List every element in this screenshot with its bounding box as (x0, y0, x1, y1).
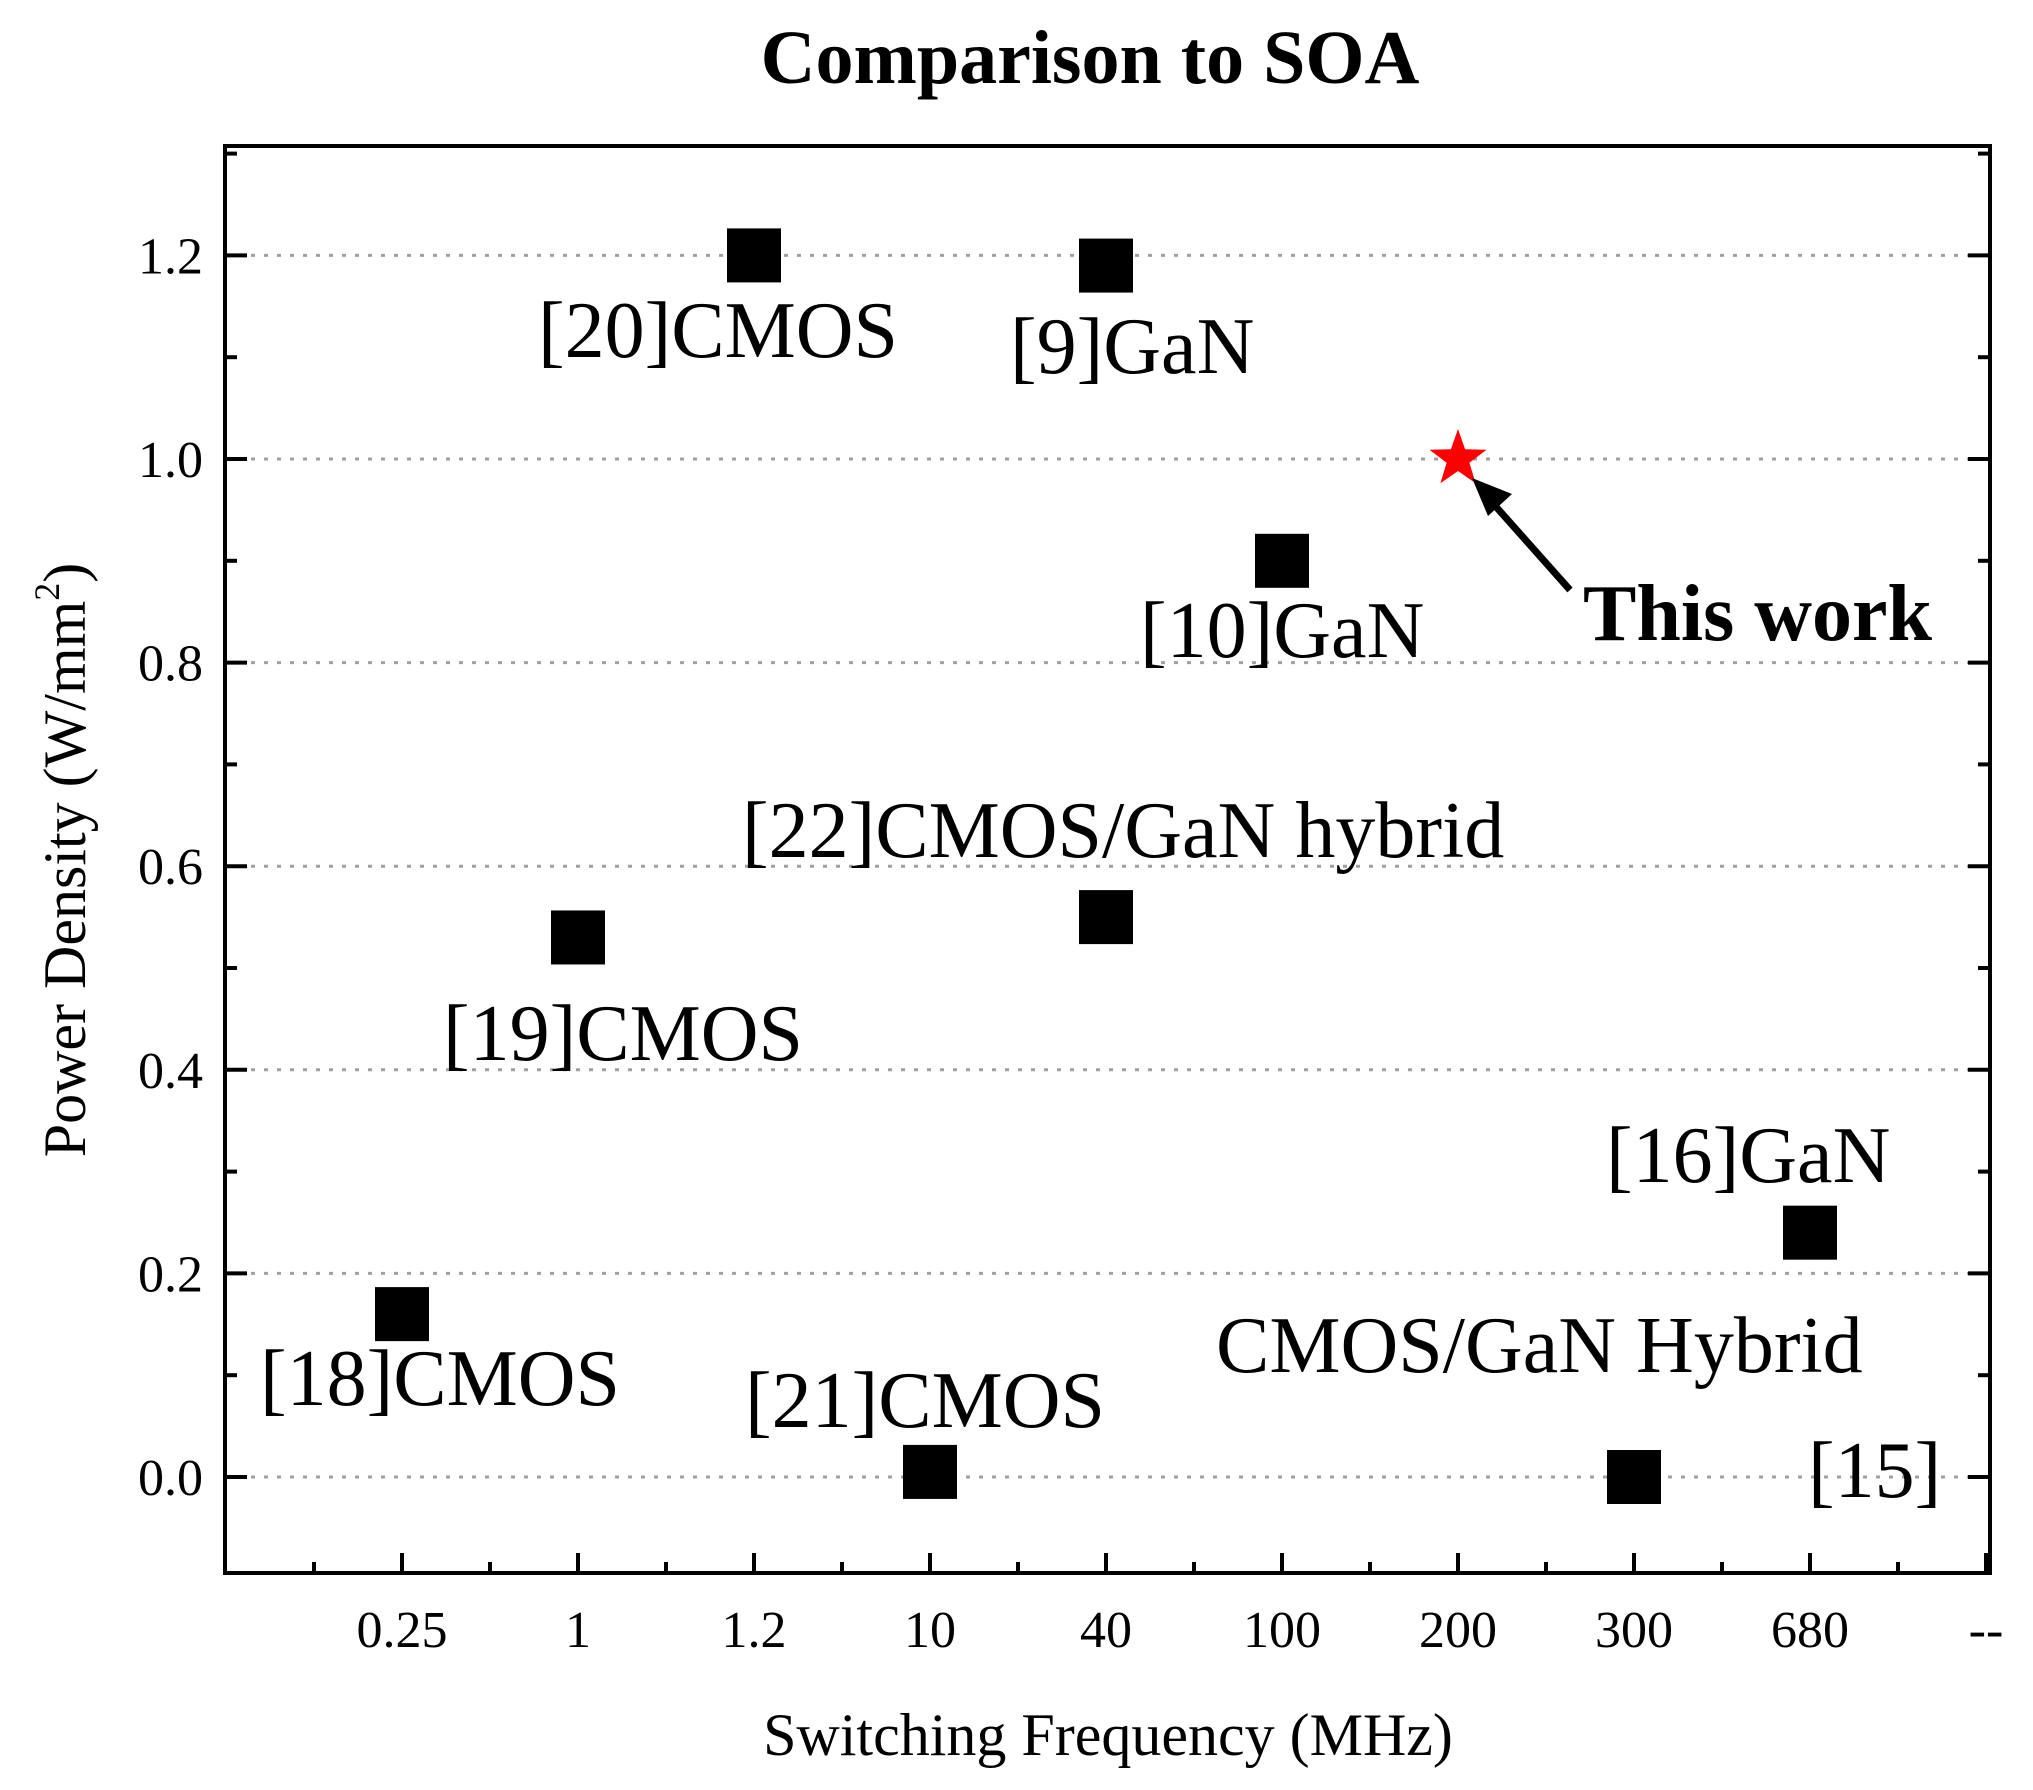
marker-square (375, 1287, 429, 1342)
marker-square (1255, 533, 1309, 588)
y-tick-label: 0.2 (138, 1246, 203, 1303)
marker-square (727, 228, 781, 283)
y-tick-label: 0.4 (138, 1043, 203, 1100)
y-axis-label: Power Density (W/mm2) (27, 563, 98, 1158)
chart-title: Comparison to SOA (761, 16, 1420, 100)
label-this-work: This work (1583, 570, 1932, 658)
marker-square (551, 910, 605, 965)
this-work-arrow-head (1472, 478, 1512, 516)
y-axis-label-group: Power Density (W/mm2) (27, 563, 98, 1158)
label-ref20: [20]CMOS (538, 287, 898, 375)
x-tick-label: 1 (565, 1602, 591, 1659)
label-ref22: [22]CMOS/GaN hybrid (742, 787, 1504, 875)
marker-star (1429, 429, 1487, 484)
y-axis-label-sup: 2 (27, 583, 67, 601)
x-tick-label: 200 (1419, 1602, 1497, 1659)
y-tick-label: 1.0 (138, 432, 203, 489)
x-tick-label: 1.2 (722, 1602, 787, 1659)
x-axis-label: Switching Frequency (MHz) (763, 1702, 1453, 1768)
label-ref9: [9]GaN (1010, 303, 1254, 391)
label-ref19: [19]CMOS (443, 990, 803, 1078)
x-tick-label: 680 (1771, 1602, 1849, 1659)
x-tick-labels: 0.25 1 1.2 10 40 100 200 300 680 -- (357, 1602, 2004, 1659)
marker-square (903, 1444, 957, 1499)
x-tick-label: 100 (1243, 1602, 1321, 1659)
y-tick-label: 0.6 (138, 839, 203, 896)
label-ref21: [21]CMOS (745, 1357, 1105, 1445)
label-ref10: [10]GaN (1140, 587, 1424, 675)
marker-square (1607, 1450, 1661, 1504)
data-markers (375, 228, 1837, 1504)
y-tick-label: 0.0 (138, 1450, 203, 1507)
y-tick-labels: 0.0 0.2 0.4 0.6 0.8 1.0 1.2 (138, 228, 203, 1507)
this-work-arrow-shaft (1487, 497, 1573, 593)
x-tick-label: -- (1969, 1602, 2004, 1659)
marker-square (1079, 890, 1133, 945)
grid-lines (225, 253, 1990, 1479)
x-tick-label: 0.25 (357, 1602, 448, 1659)
label-ref15-line1: CMOS/GaN Hybrid (1216, 1302, 1863, 1390)
x-tick-label: 40 (1080, 1602, 1132, 1659)
x-tick-label: 10 (904, 1602, 956, 1659)
y-tick-label: 0.8 (138, 636, 203, 693)
axis-ticks (225, 151, 1990, 1573)
label-ref18: [18]CMOS (260, 1335, 620, 1423)
marker-square (1783, 1205, 1837, 1260)
x-tick-label: 300 (1595, 1602, 1673, 1659)
y-tick-label: 1.2 (138, 228, 203, 285)
marker-square (1079, 238, 1133, 293)
plot-frame (223, 144, 1992, 1575)
label-ref16: [16]GaN (1606, 1112, 1890, 1200)
y-axis-label-close: ) (32, 563, 98, 583)
y-axis-label-main: Power Density (W/mm (32, 601, 98, 1158)
label-ref15-line2: [15] (1808, 1427, 1941, 1515)
